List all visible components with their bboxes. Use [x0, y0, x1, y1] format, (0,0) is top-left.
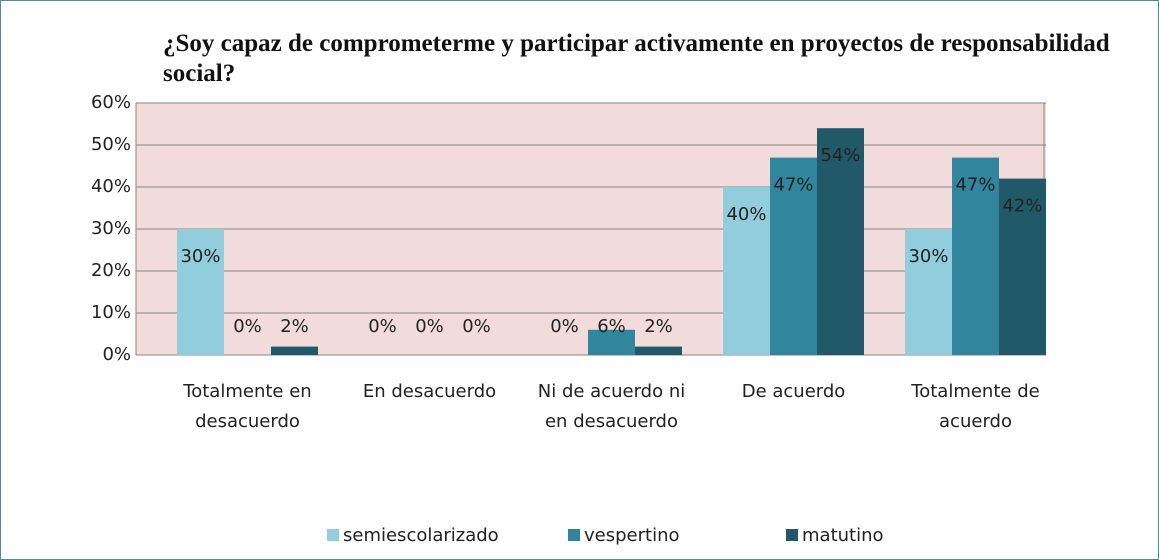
y-tick-label: 50% [91, 134, 131, 155]
bar [770, 157, 817, 355]
bar [905, 229, 952, 355]
data-label: 0% [233, 316, 262, 337]
legend-swatch [786, 529, 798, 541]
data-label: 47% [955, 175, 995, 196]
bar [271, 346, 318, 355]
x-tick-label: Totalmente en desacuerdo [183, 381, 312, 432]
y-tick-label: 10% [91, 302, 131, 323]
data-label: 30% [908, 246, 948, 267]
legend-label: vespertino [584, 525, 679, 546]
y-tick-label: 20% [91, 260, 131, 281]
bar [635, 346, 682, 355]
y-tick-label: 60% [91, 92, 131, 113]
bar [952, 157, 999, 355]
data-label: 0% [550, 316, 579, 337]
x-tick-label: Totalmente de acuerdo [911, 381, 1040, 432]
bar [723, 187, 770, 355]
data-label: 2% [280, 316, 309, 337]
legend-swatch [327, 529, 339, 541]
data-label: 42% [1002, 196, 1042, 217]
legend-label: semiescolarizado [343, 525, 499, 546]
data-label: 0% [462, 316, 491, 337]
data-label: 0% [368, 316, 397, 337]
y-tick-label: 40% [91, 176, 131, 197]
x-tick-label: Ni de acuerdo ni en desacuerdo [537, 381, 686, 432]
data-label: 0% [415, 316, 444, 337]
bar [999, 178, 1046, 355]
legend-swatch [568, 529, 580, 541]
x-tick-label: En desacuerdo [362, 381, 497, 402]
data-label: 2% [644, 316, 673, 337]
bar [588, 329, 635, 355]
data-label: 40% [726, 204, 766, 225]
bar [177, 229, 224, 355]
data-label: 47% [773, 175, 813, 196]
chart-title: ¿Soy capaz de comprometerme y participar… [163, 30, 1110, 87]
y-tick-label: 30% [91, 218, 131, 239]
bar [817, 128, 864, 355]
x-tick-label: De acuerdo [741, 381, 846, 402]
y-tick-label: 0% [102, 344, 131, 365]
legend-label: matutino [802, 525, 884, 546]
data-label: 6% [597, 316, 626, 337]
data-label: 54% [820, 145, 860, 166]
data-label: 30% [180, 246, 220, 267]
